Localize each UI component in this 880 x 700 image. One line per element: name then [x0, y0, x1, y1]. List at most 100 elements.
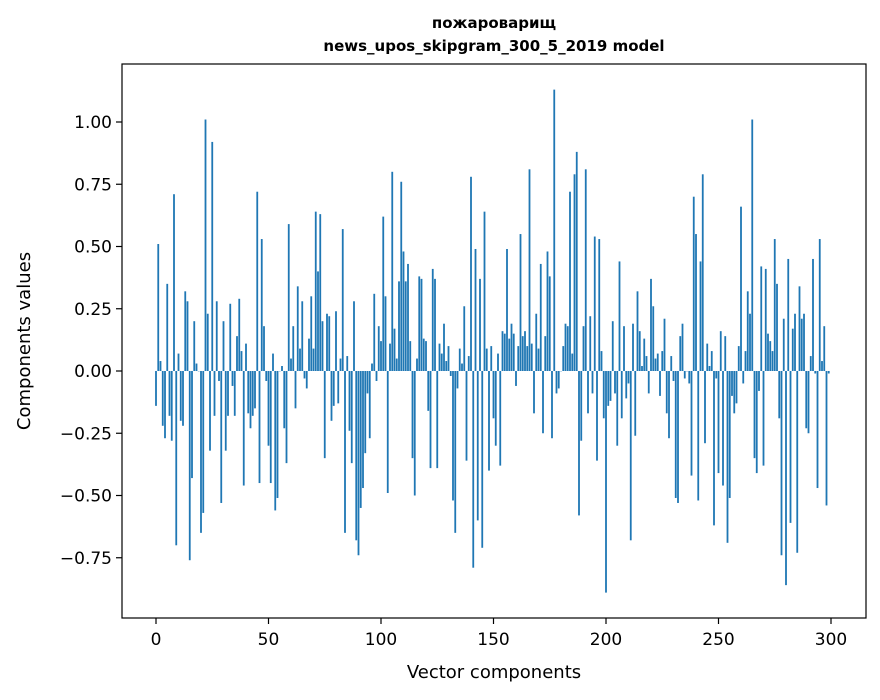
bar-component-147: [486, 349, 488, 371]
bar-component-18: [196, 364, 198, 371]
x-tick-label: 100: [365, 630, 397, 650]
bar-component-54: [277, 371, 279, 498]
bar-component-237: [688, 371, 690, 383]
bar-component-185: [571, 354, 573, 371]
bar-component-93: [364, 371, 366, 453]
bar-component-26: [214, 371, 216, 416]
y-tick-label: 0.50: [74, 238, 112, 258]
bar-component-182: [565, 324, 567, 371]
bar-component-249: [715, 371, 717, 378]
y-tick-label: −0.75: [60, 549, 112, 569]
bar-component-189: [580, 371, 582, 441]
bar-component-38: [241, 351, 243, 371]
bar-component-252: [722, 371, 724, 486]
bar-component-21: [202, 371, 204, 513]
bar-component-183: [567, 326, 569, 371]
bar-component-274: [772, 351, 774, 371]
bar-component-260: [740, 207, 742, 371]
bar-component-95: [369, 371, 371, 438]
bar-component-149: [490, 346, 492, 371]
bar-component-109: [400, 182, 402, 371]
bar-component-268: [758, 371, 760, 391]
bar-component-240: [695, 234, 697, 371]
bar-component-283: [792, 329, 794, 371]
bar-component-116: [416, 359, 418, 371]
bar-component-77: [328, 316, 330, 371]
bar-component-198: [601, 351, 603, 371]
bar-component-165: [526, 346, 528, 371]
bar-component-121: [427, 371, 429, 411]
bar-component-67: [306, 371, 308, 388]
bar-component-85: [346, 356, 348, 371]
bar-component-288: [803, 314, 805, 371]
bar-component-294: [817, 371, 819, 488]
y-axis-label: Components values: [14, 252, 35, 430]
bar-component-68: [308, 339, 310, 371]
bar-component-42: [250, 371, 252, 428]
bar-component-140: [470, 177, 472, 371]
bar-component-96: [371, 364, 373, 371]
bar-component-291: [810, 356, 812, 371]
bar-component-13: [184, 291, 186, 371]
bar-component-227: [666, 371, 668, 413]
bar-component-224: [659, 371, 661, 396]
bar-component-59: [288, 224, 290, 371]
bar-component-171: [540, 264, 542, 371]
bar-component-276: [776, 284, 778, 371]
bar-component-225: [661, 351, 663, 371]
bar-component-24: [209, 371, 211, 451]
bar-component-86: [349, 371, 351, 431]
bar-component-66: [304, 371, 306, 378]
bar-component-131: [450, 371, 452, 376]
bar-component-275: [774, 239, 776, 371]
bar-component-2: [160, 361, 162, 371]
y-tick-label: 0.25: [74, 300, 112, 320]
bar-component-143: [477, 371, 479, 520]
bar-component-193: [589, 316, 591, 371]
bar-component-36: [236, 336, 238, 371]
bar-component-5: [166, 284, 168, 371]
bar-component-235: [684, 371, 686, 378]
bar-component-284: [794, 314, 796, 371]
bar-component-48: [263, 326, 265, 371]
bar-component-194: [592, 371, 594, 393]
bar-component-11: [180, 371, 182, 421]
bar-component-90: [358, 371, 360, 555]
bar-component-106: [394, 329, 396, 371]
bar-component-104: [389, 344, 391, 371]
bar-component-153: [499, 371, 501, 466]
bar-component-135: [459, 349, 461, 371]
bar-component-206: [619, 261, 621, 371]
bar-component-298: [826, 371, 828, 505]
bar-component-64: [299, 349, 301, 371]
bar-component-195: [594, 237, 596, 371]
bar-component-157: [508, 339, 510, 371]
bar-component-80: [335, 311, 337, 371]
bar-component-200: [605, 371, 607, 593]
bar-component-53: [274, 371, 276, 510]
x-tick-label: 250: [702, 630, 734, 650]
x-tick-label: 50: [258, 630, 280, 650]
bar-component-63: [297, 286, 299, 371]
bar-component-44: [254, 371, 256, 408]
bar-component-100: [380, 341, 382, 371]
bar-component-286: [799, 286, 801, 371]
bar-component-112: [407, 264, 409, 371]
bar-component-273: [769, 341, 771, 371]
bar-component-22: [205, 120, 207, 371]
bar-component-32: [227, 371, 229, 416]
bar-component-178: [556, 371, 558, 393]
bar-component-173: [544, 336, 546, 371]
bar-component-208: [623, 326, 625, 371]
bar-component-162: [520, 234, 522, 371]
bar-component-20: [200, 371, 202, 533]
bar-component-99: [378, 326, 380, 371]
x-tick-label: 300: [815, 630, 847, 650]
bar-component-158: [511, 324, 513, 371]
bar-component-192: [587, 371, 589, 413]
bar-component-105: [391, 172, 393, 371]
bar-component-223: [657, 354, 659, 371]
bar-component-128: [443, 324, 445, 371]
bar-component-166: [529, 169, 531, 371]
bar-component-204: [614, 371, 616, 393]
